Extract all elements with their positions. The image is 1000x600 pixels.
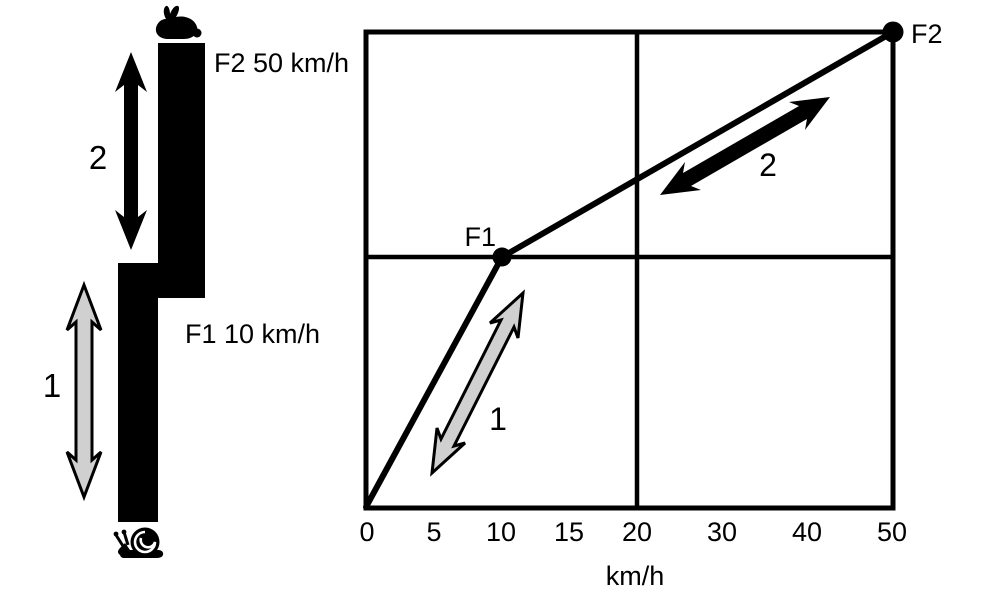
x-axis-label: km/h xyxy=(606,561,665,591)
speed-chart: F1 F2 2 1 0 5 10 15 20 30 40 50 km/h xyxy=(359,19,942,591)
scale-interval-2-arrow xyxy=(115,52,147,250)
snail-icon xyxy=(113,527,164,558)
x-tick-20: 20 xyxy=(622,517,652,547)
scale-interval-1-arrow xyxy=(65,280,103,502)
scale-f2-speed-label: F2 50 km/h xyxy=(214,48,349,78)
x-axis-tick-labels: 0 5 10 15 20 30 40 50 xyxy=(359,517,907,547)
scale-bar-upper-segment xyxy=(158,43,205,298)
chart-interval-1-arrow xyxy=(430,289,525,477)
chart-interval-2-label: 2 xyxy=(759,147,777,183)
speed-scale-panel: 2 1 F2 50 km/h F1 10 km/h xyxy=(43,5,349,558)
x-tick-40: 40 xyxy=(792,517,822,547)
scale-interval-2-label: 2 xyxy=(89,139,107,176)
chart-f1-point-label: F1 xyxy=(464,222,496,252)
chart-interval-1-label: 1 xyxy=(489,401,507,437)
data-point-f2 xyxy=(882,21,904,43)
scale-interval-1-label: 1 xyxy=(43,367,61,404)
chart-interval-2-arrow xyxy=(660,97,830,195)
chart-f2-point-label: F2 xyxy=(911,19,943,49)
x-tick-15: 15 xyxy=(554,517,584,547)
x-tick-0: 0 xyxy=(359,517,374,547)
data-point-f1 xyxy=(492,247,512,267)
x-tick-50: 50 xyxy=(877,517,907,547)
x-tick-5: 5 xyxy=(426,517,441,547)
x-tick-10: 10 xyxy=(486,517,516,547)
chart-frame xyxy=(363,29,896,511)
scale-bar-lower-segment xyxy=(118,263,158,522)
rabbit-icon xyxy=(155,5,202,40)
scale-f1-speed-label: F1 10 km/h xyxy=(185,319,320,349)
x-tick-30: 30 xyxy=(707,517,737,547)
